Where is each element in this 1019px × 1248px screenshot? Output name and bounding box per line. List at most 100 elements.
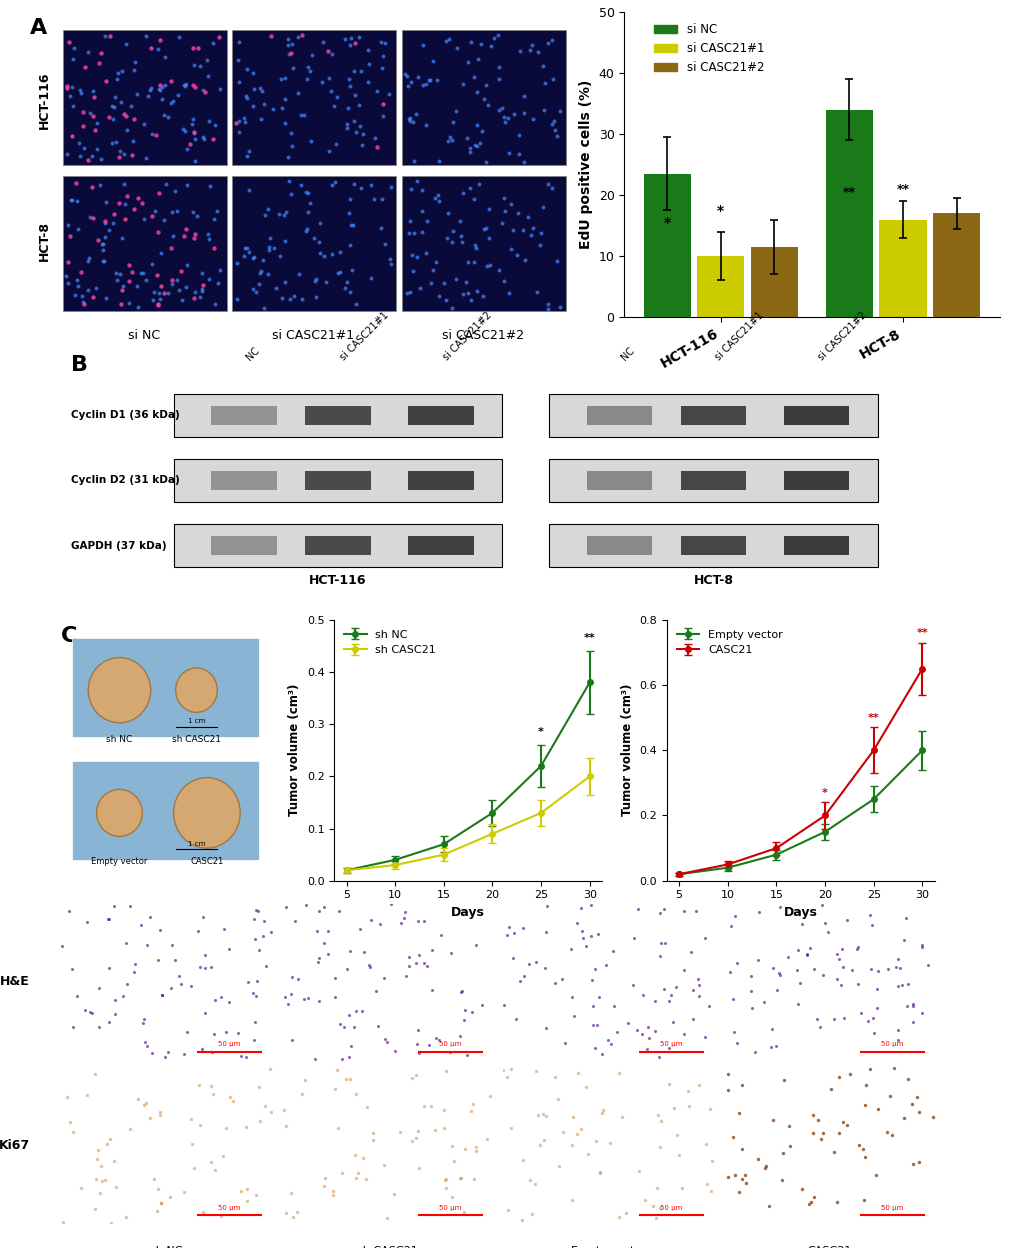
Point [274,288,290,308]
Point [364,1123,380,1143]
Point [854,1139,870,1159]
Point [376,235,392,255]
Point [212,80,228,100]
Point [138,26,154,46]
Point [350,1163,366,1183]
Point [293,1083,310,1103]
Point [355,1148,371,1168]
Point [311,243,327,263]
Point [324,176,340,196]
Point [662,985,679,1005]
Point [334,1163,351,1183]
Point [301,192,317,212]
Point [298,895,314,915]
Text: Ki67: Ki67 [0,1138,30,1152]
Point [299,69,315,89]
Point [278,1203,294,1223]
Point [125,962,142,982]
Point [421,1036,437,1056]
Text: NC: NC [619,344,636,362]
Point [260,263,276,283]
Point [899,1068,915,1088]
Point [247,1012,263,1032]
Point [133,193,150,213]
Point [904,993,920,1013]
Bar [783,535,849,555]
Point [737,1164,753,1184]
Point [341,235,358,255]
Point [381,84,397,104]
Point [101,220,117,240]
Point [462,141,478,161]
Point [594,1045,610,1065]
Point [500,1201,517,1221]
Point [742,966,758,986]
Point [437,290,453,310]
Point [539,295,555,314]
Point [690,1075,706,1094]
Point [144,125,160,145]
Point [228,253,245,273]
Y-axis label: Tumor volume (cm³): Tumor volume (cm³) [621,684,634,816]
Point [98,192,114,212]
Point [572,899,588,919]
Point [353,61,369,81]
Point [424,51,440,71]
Point [546,120,562,140]
Point [496,201,513,221]
Point [330,1118,346,1138]
Point [152,1102,168,1122]
Point [731,1182,747,1202]
Point [229,50,246,70]
Point [597,955,613,975]
Point [152,75,168,95]
Point [641,1028,657,1048]
Point [424,940,440,960]
Point [418,74,434,94]
Point [696,1027,712,1047]
Point [525,218,541,238]
Point [409,171,425,191]
Point [98,71,114,91]
Point [347,1085,364,1104]
Point [156,105,172,125]
Point [562,987,579,1007]
Point [129,297,146,317]
Point [169,201,185,221]
Point [262,1058,278,1078]
Point [669,1146,686,1166]
Point [813,1123,829,1143]
Point [495,1061,512,1081]
Point [537,1018,553,1038]
Point [363,268,379,288]
Point [890,976,906,996]
Point [166,950,182,970]
Point [277,202,293,222]
Point [118,34,135,54]
Point [110,147,126,167]
Point [535,56,551,76]
Point [366,127,382,147]
Point [545,111,561,131]
Bar [173,393,501,437]
Point [283,124,300,144]
Point [504,220,521,240]
Point [166,181,182,201]
Point [341,1068,358,1088]
Point [108,263,124,283]
Point [508,245,525,265]
Point [460,283,476,303]
Point [763,1018,780,1038]
Point [447,101,464,121]
Point [459,1045,475,1065]
Point [802,1192,818,1212]
Point [298,182,314,202]
Point [160,283,176,303]
Text: 50 μm: 50 μm [659,1041,682,1047]
Point [412,278,428,298]
Point [91,1017,107,1037]
Point [152,1104,168,1124]
Point [297,1070,313,1090]
Point [865,1022,881,1042]
Point [510,203,526,223]
